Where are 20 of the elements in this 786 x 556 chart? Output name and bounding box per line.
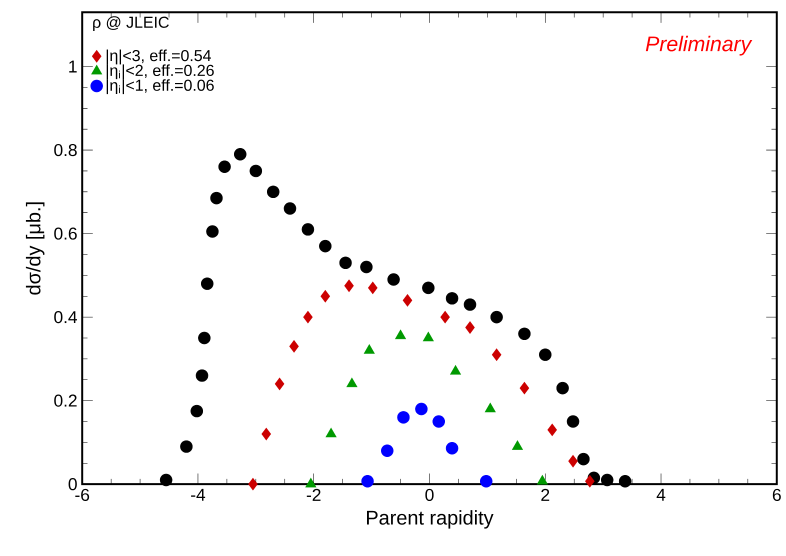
y-tick-label: 0 (68, 478, 77, 490)
x-tick-label: 0 (425, 488, 434, 502)
chart-title: ρ @ JLEIC (93, 16, 169, 32)
legend-label: |η$_{i}$|<2, eff.=0.26 (106, 64, 214, 80)
y-tick-label: 0.6 (54, 228, 77, 240)
x-tick-label: 2 (541, 488, 550, 501)
x-tick-label: 4 (656, 488, 666, 501)
y-tick-label: 1 (69, 60, 77, 73)
legend-label: |η$_{i}$|<1, eff.=0.06 (106, 79, 214, 94)
x-axis-title: Parent rapidity (367, 510, 494, 529)
x-tick-label: -2 (306, 488, 321, 501)
y-axis-title: dσ/dy [μb.] (26, 202, 44, 295)
legend-label: |η|<3, eff.=0.54 (106, 50, 212, 65)
y-tick-label: 0.8 (54, 144, 77, 156)
x-tick-label: -6 (75, 488, 90, 502)
y-tick-label: 0.4 (54, 311, 78, 324)
x-tick-label: -4 (191, 488, 206, 501)
x-tick-label: 6 (772, 488, 781, 502)
y-tick-label: 0.2 (54, 394, 77, 407)
annotation: Preliminary (646, 36, 752, 56)
